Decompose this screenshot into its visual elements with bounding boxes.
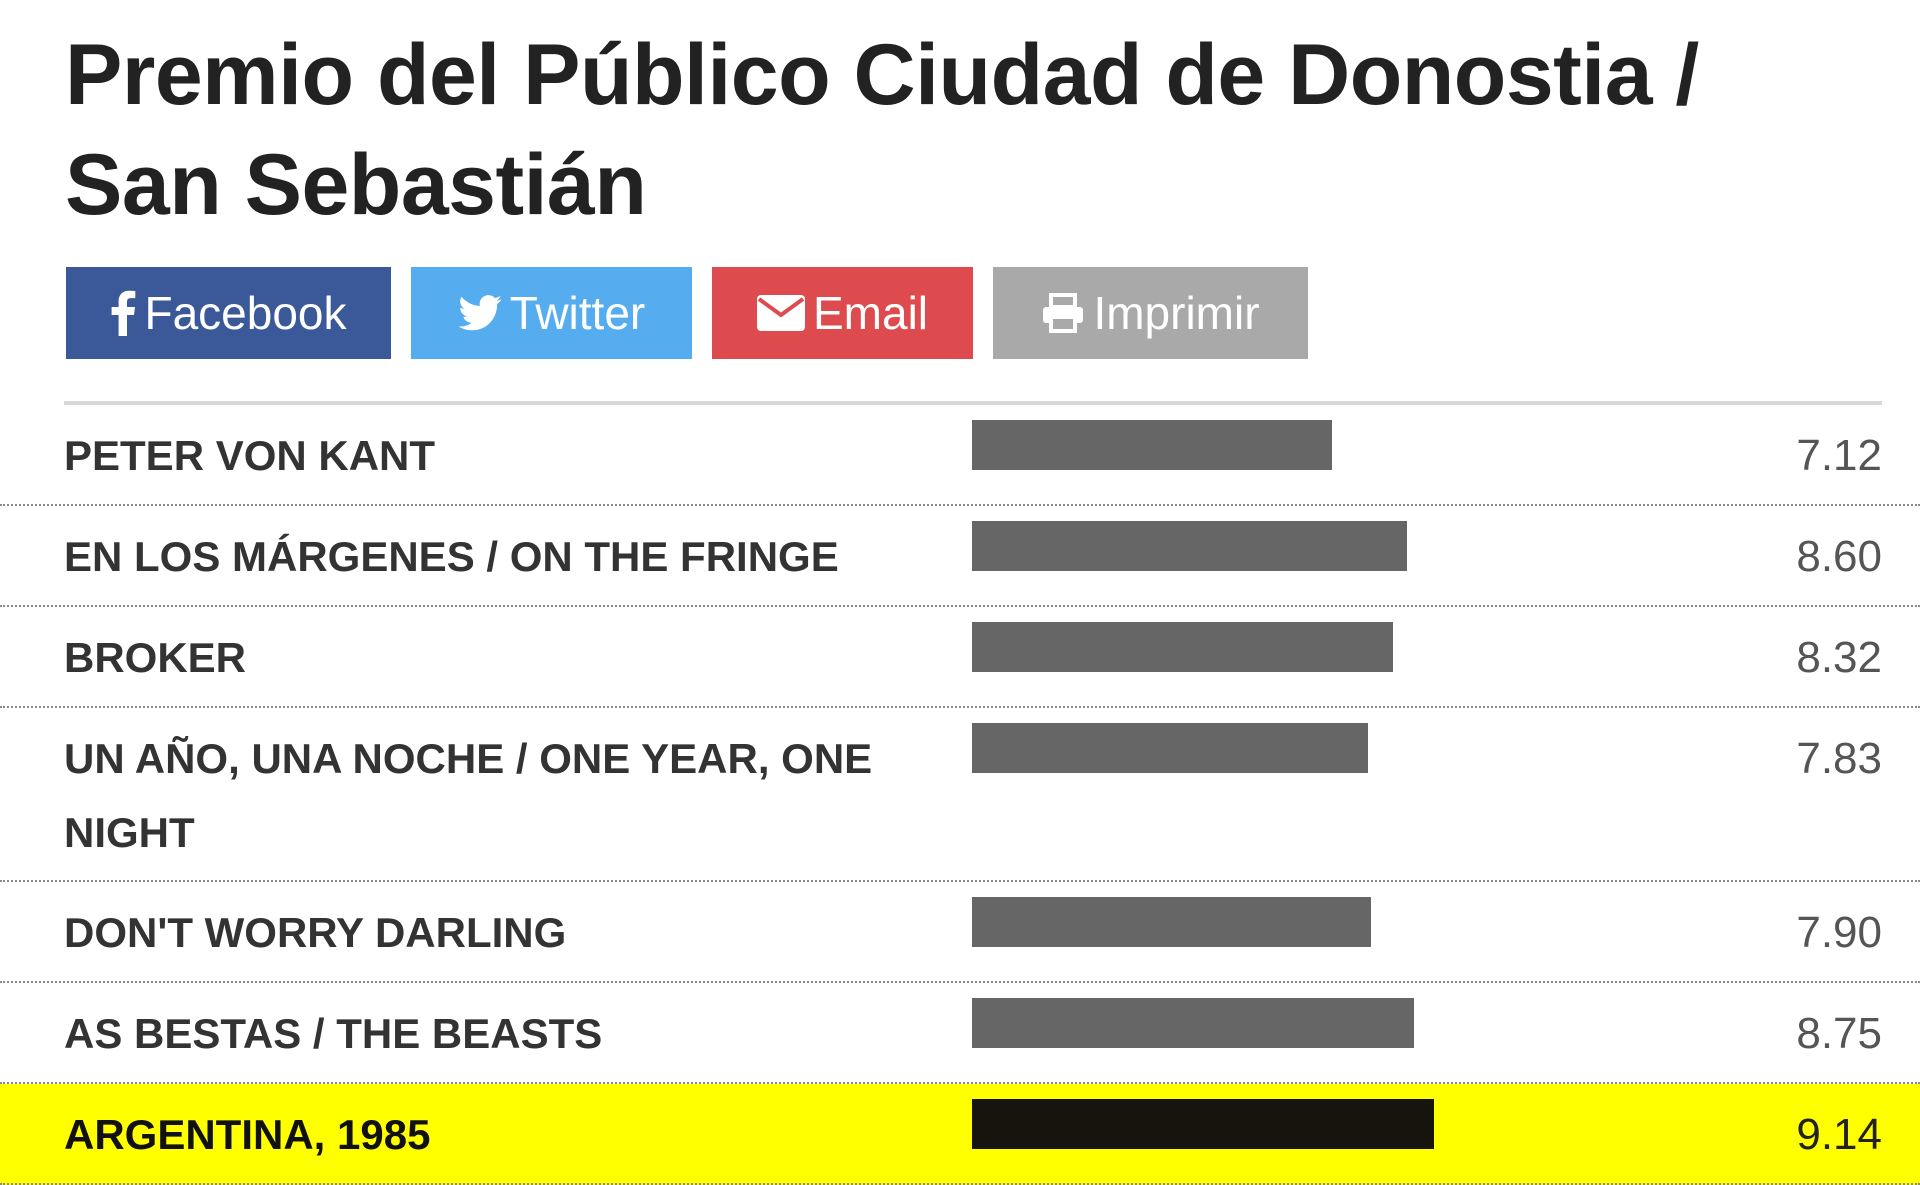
bar-label: AS BESTAS / THE BEASTS: [64, 1010, 603, 1057]
bar-label: PETER VON KANT: [64, 432, 436, 479]
bar-value-label: 8.32: [1796, 633, 1882, 682]
facebook-share-button[interactable]: Facebook: [66, 267, 391, 359]
bar: [972, 723, 1368, 773]
bar-label: BROKER: [64, 634, 247, 681]
bar-value-label: 9.14: [1796, 1110, 1882, 1159]
email-label: Email: [812, 287, 929, 339]
bar-label: ARGENTINA, 1985: [64, 1111, 431, 1158]
bar-value-label: 7.83: [1796, 734, 1882, 783]
print-label: Imprimir: [1093, 287, 1260, 339]
bar: [972, 521, 1407, 571]
twitter-share-button[interactable]: Twitter: [411, 267, 692, 359]
envelope-icon: [756, 295, 805, 331]
chart-row: UN AÑO, UNA NOCHE / ONE YEAR, ONE NIGHT 7…: [0, 708, 1920, 882]
chart-top-divider: [64, 401, 1882, 405]
bar-value-label: 8.60: [1796, 532, 1882, 581]
facebook-label: Facebook: [144, 287, 347, 339]
bar: [972, 622, 1393, 672]
chart-row: BROKER 8.32: [0, 607, 1920, 708]
chart-row: AS BESTAS / THE BEASTS 8.75: [0, 983, 1920, 1084]
bar-label: UN AÑO, UNA NOCHE / ONE YEAR, ONE NIGHT: [64, 735, 873, 856]
bar: [972, 420, 1332, 470]
bar-value-label: 8.75: [1796, 1009, 1882, 1058]
bar: [972, 998, 1414, 1048]
bar: [972, 1099, 1434, 1149]
bar-value-label: 7.12: [1796, 431, 1882, 480]
facebook-icon: [110, 290, 136, 336]
bar-label: EN LOS MÁRGENES / ON THE FRINGE: [64, 533, 839, 580]
chart-row: DON'T WORRY DARLING 7.90: [0, 882, 1920, 983]
chart-row: PETER VON KANT 7.12: [0, 405, 1920, 506]
twitter-icon: [458, 295, 502, 331]
bar: [972, 897, 1371, 947]
printer-icon: [1041, 293, 1085, 333]
chart-row: EN LOS MÁRGENES / ON THE FRINGE 8.60: [0, 506, 1920, 607]
chart-row: ARGENTINA, 1985 9.14: [0, 1084, 1920, 1185]
share-bar: Facebook Twitter Email Imprimir: [66, 267, 1308, 359]
bar-label: DON'T WORRY DARLING: [64, 909, 567, 956]
twitter-label: Twitter: [509, 287, 646, 339]
bar-value-label: 7.90: [1796, 908, 1882, 957]
page-title: Premio del Público Ciudad de Donostia / …: [65, 27, 1699, 233]
email-share-button[interactable]: Email: [712, 267, 973, 359]
bar-chart: PETER VON KANT 7.12 EN LOS MÁRGENES / ON T…: [0, 405, 1920, 1185]
print-button[interactable]: Imprimir: [993, 267, 1308, 359]
